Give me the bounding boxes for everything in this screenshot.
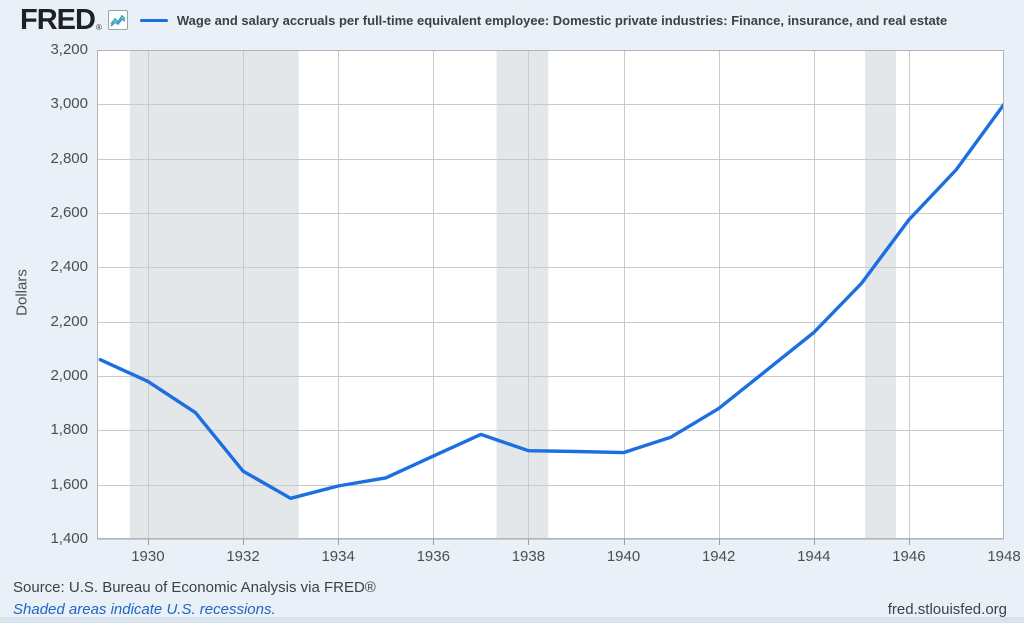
y-axis-tick-label: 2,400 bbox=[50, 258, 88, 276]
source-note: Source: U.S. Bureau of Economic Analysis… bbox=[13, 579, 376, 596]
series-title: Wage and salary accruals per full-time e… bbox=[176, 12, 948, 28]
legend-line-swatch bbox=[139, 18, 168, 22]
x-axis-tick-label: 1948 bbox=[987, 548, 1021, 565]
x-axis-tick-label: 1930 bbox=[131, 548, 165, 565]
y-axis-tick-label: 2,000 bbox=[50, 367, 88, 384]
fred-sparkline-icon bbox=[107, 10, 128, 30]
fred-logo-text: FRED bbox=[20, 4, 96, 36]
x-axis-tick-label: 1936 bbox=[416, 548, 450, 565]
y-axis-tick-label: 3,000 bbox=[50, 95, 88, 113]
y-axis-tick-label: 1,800 bbox=[50, 421, 88, 439]
recession-band bbox=[865, 50, 896, 539]
chart-header: FRED ® Wage and salary accruals per full… bbox=[20, 4, 948, 36]
fred-site-link[interactable]: fred.stlouisfed.org bbox=[887, 601, 1007, 618]
x-axis-tick-label: 1934 bbox=[321, 548, 355, 565]
plot-area[interactable] bbox=[97, 50, 1004, 547]
y-axis-tick-label: 2,800 bbox=[50, 149, 88, 167]
x-axis-tick-label: 1944 bbox=[797, 548, 831, 565]
y-axis-tick-label: 1,600 bbox=[50, 475, 88, 493]
y-axis-tick-label: 2,200 bbox=[50, 312, 88, 330]
x-axis-tick-label: 1946 bbox=[892, 548, 926, 565]
bottom-border-strip bbox=[0, 617, 1024, 623]
recession-band bbox=[496, 50, 549, 539]
recession-band bbox=[129, 50, 299, 539]
x-axis-tick-label: 1940 bbox=[606, 548, 641, 565]
fred-logo[interactable]: FRED ® bbox=[20, 4, 102, 36]
x-axis-tick-label: 1938 bbox=[511, 548, 546, 565]
plot-border bbox=[97, 50, 1004, 539]
x-axis-tick-label: 1932 bbox=[226, 548, 260, 565]
y-axis-tick-label: 3,200 bbox=[50, 41, 88, 58]
y-axis-tick-label: 1,400 bbox=[50, 530, 88, 547]
x-axis-tick-label: 1942 bbox=[701, 548, 736, 565]
recession-note-link[interactable]: Shaded areas indicate U.S. recessions. bbox=[13, 601, 276, 618]
registered-trademark: ® bbox=[95, 23, 102, 32]
y-axis-tick-label: 2,600 bbox=[50, 204, 88, 221]
data-series-line bbox=[98, 102, 1004, 500]
